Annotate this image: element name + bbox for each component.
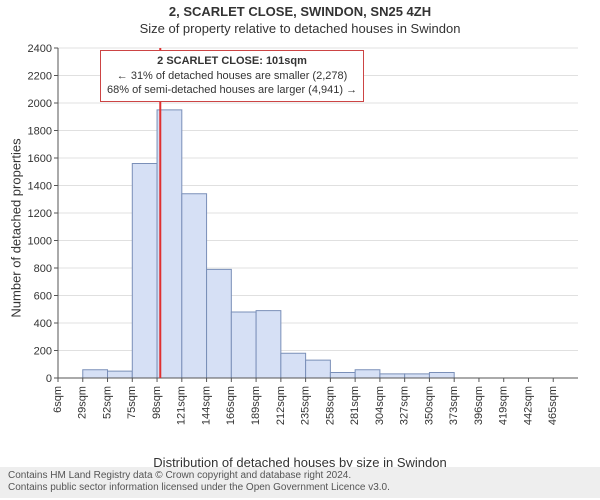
y-tick-label: 1400 — [28, 180, 52, 192]
histogram-bar — [256, 310, 281, 377]
y-tick-label: 2200 — [28, 70, 52, 82]
y-tick-label: 1600 — [28, 153, 52, 165]
x-tick-label: 29sqm — [77, 386, 89, 419]
histogram-bar — [380, 374, 405, 378]
x-tick-label: 442sqm — [522, 386, 534, 425]
histogram-bar — [405, 374, 430, 378]
y-axis-label: Number of detached properties — [9, 138, 24, 317]
x-tick-label: 144sqm — [200, 386, 212, 425]
x-tick-label: 281sqm — [349, 386, 361, 425]
x-tick-label: 396sqm — [473, 386, 485, 425]
histogram-bar — [182, 194, 207, 378]
x-tick-label: 373sqm — [448, 386, 460, 425]
callout-title: 2 SCARLET CLOSE: 101sqm — [107, 54, 357, 69]
callout-box: 2 SCARLET CLOSE: 101sqm ← 31% of detache… — [100, 50, 364, 103]
footer: Contains HM Land Registry data © Crown c… — [0, 467, 600, 498]
x-tick-label: 258sqm — [324, 386, 336, 425]
x-tick-label: 327sqm — [399, 386, 411, 425]
y-tick-label: 0 — [46, 373, 52, 385]
y-tick-label: 600 — [34, 290, 52, 302]
histogram-bar — [429, 372, 454, 378]
y-tick-label: 1800 — [28, 125, 52, 137]
y-tick-label: 2400 — [28, 43, 52, 55]
x-tick-label: 52sqm — [101, 386, 113, 419]
footer-line-1: Contains HM Land Registry data © Crown c… — [8, 470, 592, 483]
histogram-bar — [306, 360, 331, 378]
histogram-bar — [231, 312, 256, 378]
histogram-bar — [83, 370, 108, 378]
x-tick-label: 6sqm — [52, 386, 64, 413]
histogram-bar — [330, 372, 355, 378]
y-tick-label: 200 — [34, 345, 52, 357]
histogram-bar — [108, 371, 133, 378]
y-tick-label: 1200 — [28, 208, 52, 220]
histogram-bar — [281, 353, 306, 378]
y-tick-label: 400 — [34, 318, 52, 330]
x-tick-label: 350sqm — [423, 386, 435, 425]
page-title: 2, SCARLET CLOSE, SWINDON, SN25 4ZH — [0, 4, 600, 21]
y-tick-label: 1000 — [28, 235, 52, 247]
page-subtitle: Size of property relative to detached ho… — [0, 21, 600, 38]
histogram-bar — [207, 269, 232, 378]
callout-line-2: 68% of semi-detached houses are larger (… — [107, 83, 357, 98]
histogram-bar — [355, 370, 380, 378]
x-tick-label: 304sqm — [374, 386, 386, 425]
x-tick-label: 235sqm — [300, 386, 312, 425]
x-tick-label: 419sqm — [498, 386, 510, 425]
x-tick-label: 98sqm — [151, 386, 163, 419]
y-tick-label: 800 — [34, 263, 52, 275]
chart-area: Number of detached properties 0 200 400 600… — [0, 38, 600, 498]
callout-line-1: ← 31% of detached houses are smaller (2,… — [107, 69, 357, 84]
x-tick-label: 75sqm — [126, 386, 138, 419]
header: 2, SCARLET CLOSE, SWINDON, SN25 4ZH Size… — [0, 0, 600, 38]
x-tick-label: 465sqm — [547, 386, 559, 425]
x-tick-label: 166sqm — [225, 386, 237, 425]
x-tick-label: 189sqm — [250, 386, 262, 425]
x-tick-label: 212sqm — [275, 386, 287, 425]
y-tick-label: 2000 — [28, 98, 52, 110]
footer-line-2: Contains public sector information licen… — [8, 482, 592, 495]
histogram-bar — [132, 163, 157, 378]
x-tick-label: 121sqm — [176, 386, 188, 425]
